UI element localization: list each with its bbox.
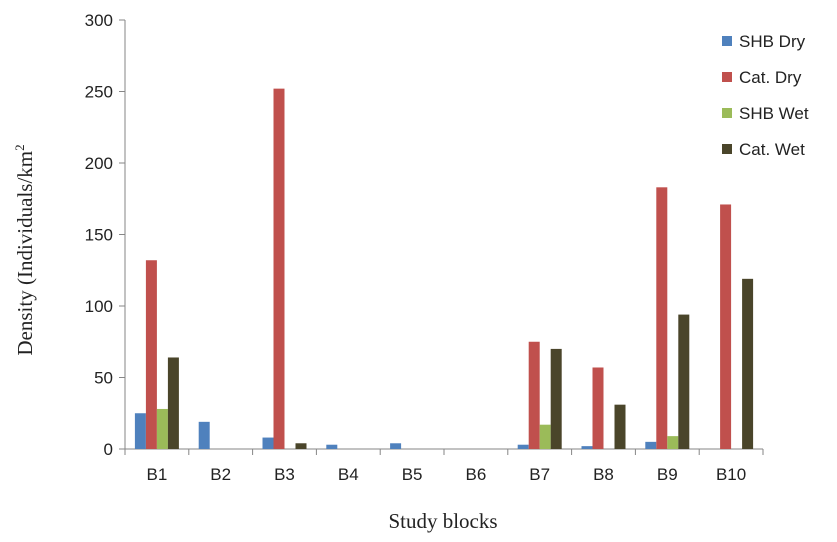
x-tick-label: B10 xyxy=(716,465,746,484)
x-tick-label: B5 xyxy=(402,465,423,484)
bar xyxy=(134,413,146,449)
bar xyxy=(295,443,307,449)
legend: SHB Dry Cat. Dry SHB Wet Cat. Wet xyxy=(722,32,809,159)
x-tick-label: B7 xyxy=(529,465,550,484)
bar xyxy=(720,204,732,449)
bar xyxy=(517,444,529,449)
y-tick-label: 100 xyxy=(85,297,113,316)
bar xyxy=(742,278,754,449)
x-tick-label: B3 xyxy=(274,465,295,484)
legend-label: Cat. Dry xyxy=(739,68,802,87)
legend-swatch xyxy=(722,144,732,154)
legend-swatch xyxy=(722,36,732,46)
bar xyxy=(145,260,157,449)
x-tick-label: B2 xyxy=(210,465,231,484)
y-tick-label: 150 xyxy=(85,226,113,245)
legend-label: Cat. Wet xyxy=(739,140,805,159)
bar xyxy=(262,437,274,449)
x-axis-title: Study blocks xyxy=(388,509,497,533)
bar xyxy=(167,357,179,449)
bar xyxy=(326,444,338,449)
x-tick-label: B9 xyxy=(657,465,678,484)
bar xyxy=(528,341,540,449)
y-tick-label: 250 xyxy=(85,83,113,102)
bar xyxy=(667,436,679,449)
y-axis-title: Density (Individuals/km2 xyxy=(12,144,37,355)
y-tick-label: 200 xyxy=(85,154,113,173)
bar xyxy=(390,443,402,449)
x-axis: B1 B2 B3 B4 B5 B6 B7 B8 B9 B10 xyxy=(124,448,764,484)
bar xyxy=(581,446,593,449)
x-tick-label: B8 xyxy=(593,465,614,484)
y-axis-title-superscript: 2 xyxy=(12,144,27,151)
bars xyxy=(134,88,754,449)
legend-swatch xyxy=(722,72,732,82)
y-tick-label: 300 xyxy=(85,11,113,30)
y-tick-label: 50 xyxy=(94,369,113,388)
y-axis-title-text: Density (Individuals/km xyxy=(13,151,37,356)
bar xyxy=(678,314,690,449)
bar xyxy=(550,348,562,449)
bar xyxy=(592,367,604,449)
x-tick-label: B1 xyxy=(147,465,168,484)
bar xyxy=(273,88,285,449)
bar xyxy=(156,408,168,449)
y-tick-label: 0 xyxy=(104,440,113,459)
legend-label: SHB Wet xyxy=(739,104,809,123)
y-axis: 0 50 100 150 200 250 300 xyxy=(85,11,126,459)
bar xyxy=(198,421,210,449)
bar xyxy=(645,441,657,449)
bar xyxy=(614,404,626,449)
bar xyxy=(656,187,668,449)
x-tick-label: B6 xyxy=(466,465,487,484)
bar xyxy=(539,424,551,449)
legend-swatch xyxy=(722,108,732,118)
x-tick-label: B4 xyxy=(338,465,359,484)
legend-label: SHB Dry xyxy=(739,32,806,51)
